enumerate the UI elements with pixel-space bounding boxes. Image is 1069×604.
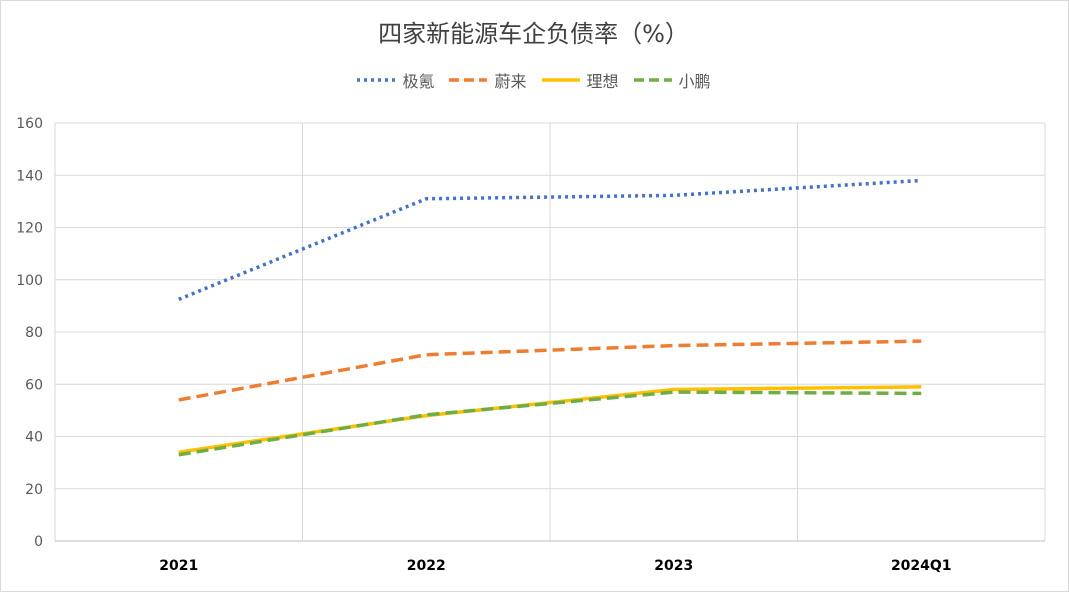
y-tick-label: 120 <box>16 221 43 237</box>
y-tick-label: 60 <box>25 377 43 393</box>
data-point <box>177 298 180 301</box>
y-tick-label: 80 <box>25 325 43 341</box>
chart-legend: 极氪 蔚来 理想 小鹏 <box>0 68 1067 92</box>
data-point <box>920 385 923 388</box>
series-line-小鹏 <box>178 390 922 457</box>
data-point <box>920 340 923 343</box>
series-line-极氪 <box>178 178 922 301</box>
legend-item: 蔚来 <box>448 68 527 92</box>
data-point <box>425 197 428 200</box>
data-point <box>920 392 923 395</box>
legend-swatch <box>633 78 672 82</box>
data-point <box>920 179 923 182</box>
series-line-理想 <box>178 385 922 454</box>
x-tick-label: 2024Q1 <box>891 558 952 574</box>
legend-label: 蔚来 <box>494 72 527 91</box>
y-tick-label: 40 <box>25 430 43 446</box>
y-tick-label: 140 <box>16 168 43 184</box>
legend-swatch <box>541 78 580 82</box>
x-tick-label: 2022 <box>407 558 446 574</box>
y-tick-label: 0 <box>34 534 43 550</box>
legend-item: 理想 <box>541 68 619 92</box>
data-point <box>672 391 675 394</box>
legend-item: 极氪 <box>356 68 434 92</box>
data-point <box>672 388 675 391</box>
legend-item: 小鹏 <box>633 68 711 92</box>
legend-label: 小鹏 <box>678 72 711 91</box>
series-line-蔚来 <box>178 339 922 402</box>
data-point <box>425 353 428 356</box>
data-point <box>177 398 180 401</box>
x-tick-label: 2021 <box>159 558 198 574</box>
data-point <box>177 453 180 456</box>
data-point <box>672 194 675 197</box>
legend-swatch <box>449 78 488 82</box>
data-point <box>425 413 428 416</box>
chart-title: 四家新能源车企负债率（%） <box>378 20 689 48</box>
y-tick-label: 160 <box>16 116 43 132</box>
y-tick-label: 20 <box>25 482 43 498</box>
data-point <box>672 344 675 347</box>
legend-label: 极氪 <box>402 72 435 91</box>
x-tick-label: 2023 <box>654 558 693 574</box>
y-tick-label: 100 <box>16 273 43 289</box>
legend-label: 理想 <box>586 72 619 91</box>
